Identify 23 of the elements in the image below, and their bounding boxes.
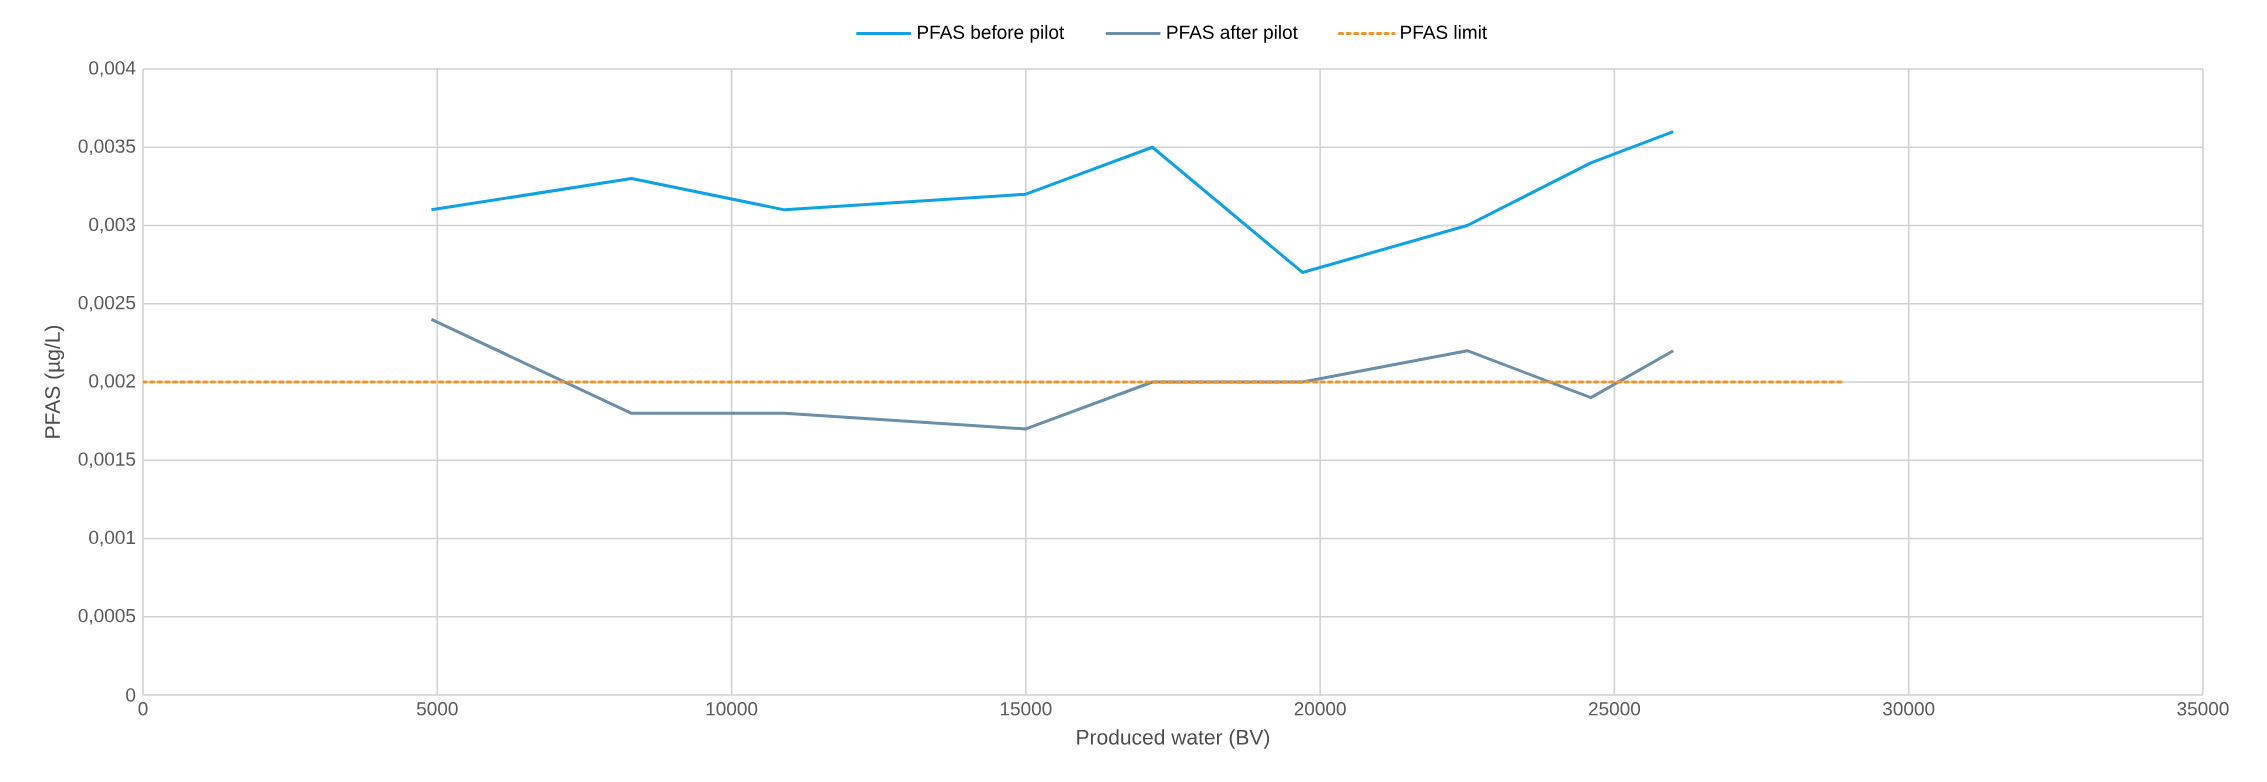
y-tick-label: 0,002 [89, 374, 136, 390]
x-tick-label: 30000 [1882, 702, 1935, 716]
legend-label: PFAS before pilot [918, 25, 1065, 43]
y-tick-label: 0,0035 [78, 139, 136, 156]
x-tick-label: 15000 [1000, 702, 1052, 716]
y-tick-label: 0 [126, 688, 136, 702]
x-tick-label: 35000 [2177, 702, 2229, 716]
legend-label: PFAS limit [1401, 25, 1488, 40]
y-tick-label: 0,0005 [78, 608, 136, 625]
x-tick-label: 20000 [1294, 702, 1346, 716]
y-tick-label: 0,0015 [78, 452, 136, 469]
x-tick-label: 25000 [1588, 702, 1641, 716]
legend-label: PFAS after pilot [1167, 25, 1298, 43]
x-tick-label: 5000 [416, 702, 458, 716]
line-series [429, 130, 1675, 274]
y-tick-label: 0,001 [89, 530, 136, 547]
x-axis-title: Produced water (BV) [1077, 729, 1270, 749]
y-axis-title: PFAS (µg/L) [44, 325, 65, 438]
x-tick-label: 0 [138, 702, 148, 716]
y-tick-label: 0,004 [89, 61, 136, 77]
x-tick-label: 10000 [706, 702, 758, 716]
y-tick-label: 0,003 [89, 217, 136, 234]
y-tick-label: 0,0025 [78, 295, 136, 312]
